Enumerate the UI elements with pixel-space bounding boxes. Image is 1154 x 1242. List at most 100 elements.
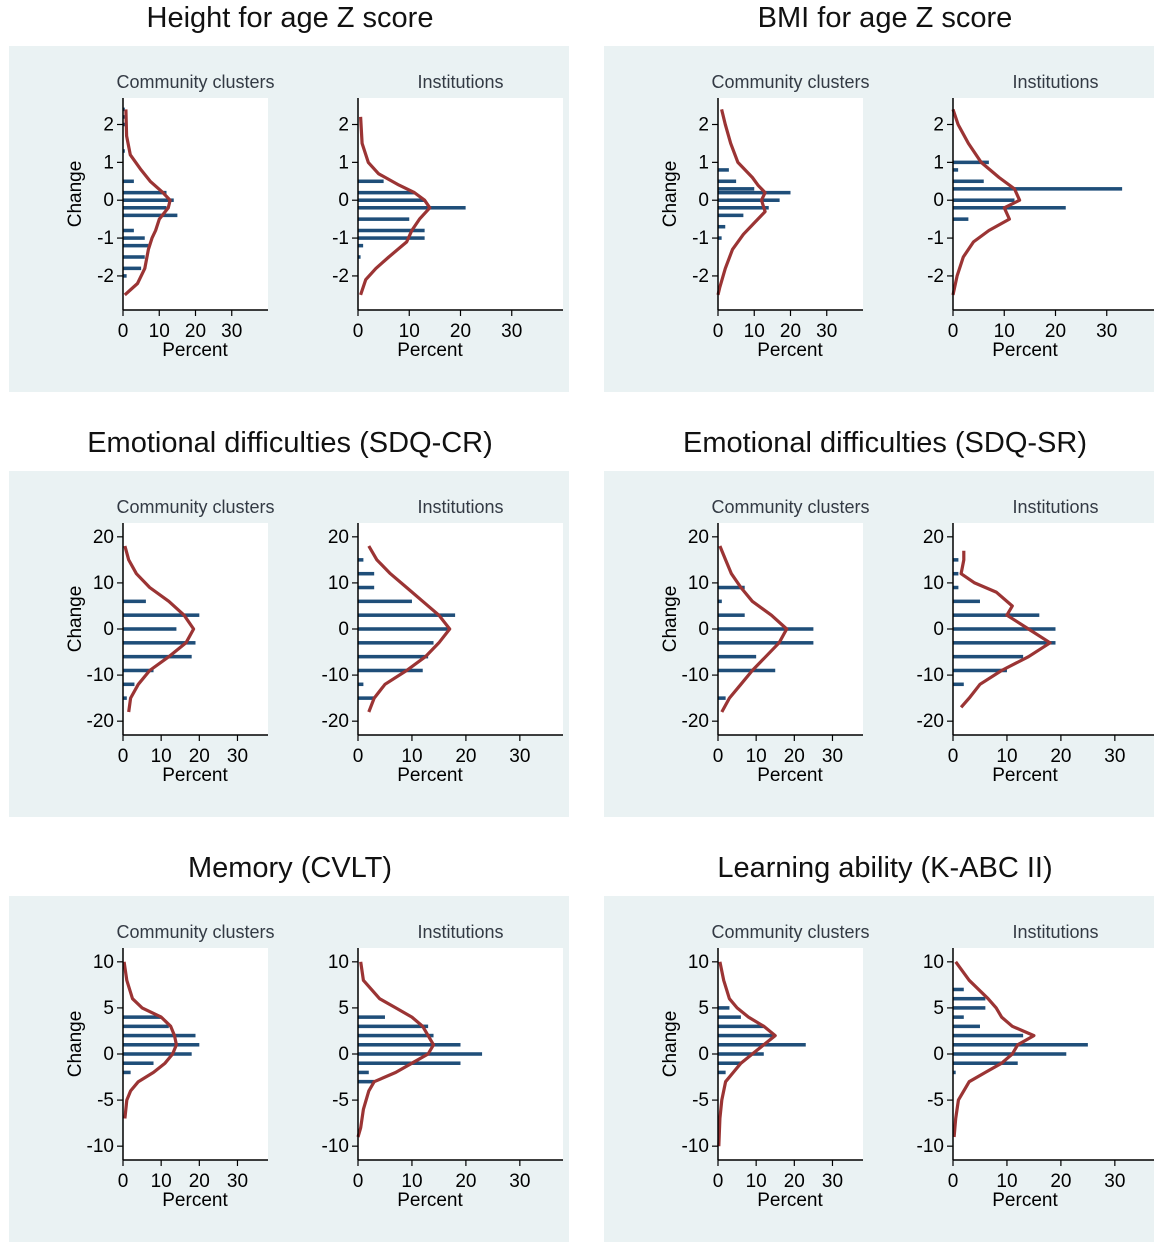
histogram-bar <box>358 228 425 233</box>
histogram-bar <box>718 179 737 184</box>
x-tick-label: 10 <box>401 746 422 767</box>
histogram-bar <box>718 585 745 590</box>
subplot-label: Institutions <box>417 922 503 942</box>
y-tick-label: 2 <box>698 115 709 136</box>
y-axis-title: Change <box>660 586 681 653</box>
density-curve <box>717 961 777 1147</box>
y-tick-label: -1 <box>332 228 349 249</box>
histogram-bar <box>358 190 415 195</box>
plot-area <box>123 98 268 310</box>
histogram-bar <box>358 599 412 604</box>
histogram-bar <box>953 613 1040 617</box>
y-tick-label: -1 <box>97 228 114 249</box>
y-tick-label: 0 <box>103 1044 114 1065</box>
x-tick-label: 0 <box>713 321 724 342</box>
histogram-bar <box>718 641 814 645</box>
histogram-bar <box>123 255 145 259</box>
histogram-bar <box>123 696 127 700</box>
chart-title: Emotional difficulties (SDQ-CR) <box>87 427 493 459</box>
histogram-bar <box>358 1024 429 1029</box>
subplot-label: Institutions <box>417 497 503 517</box>
histogram-bar <box>123 1024 169 1029</box>
y-tick-label: 0 <box>698 190 709 211</box>
density-curve <box>367 545 452 713</box>
histogram-bar <box>358 696 375 700</box>
plot-area <box>953 98 1154 310</box>
x-axis-title: Percent <box>757 1190 823 1211</box>
y-tick-label: 0 <box>103 619 114 640</box>
y-tick-label: 20 <box>688 527 709 548</box>
histogram-bar <box>123 682 135 687</box>
subplot-label: Community clusters <box>711 497 869 517</box>
subplot-label: Institutions <box>1012 497 1098 517</box>
y-tick-label: -2 <box>692 266 709 287</box>
x-axis-title: Percent <box>757 340 823 361</box>
histogram-bar <box>358 654 429 659</box>
histogram-bar <box>358 179 384 184</box>
histogram-bar <box>953 187 1123 191</box>
y-tick-label: 10 <box>93 573 114 594</box>
histogram-bar <box>953 179 984 184</box>
subplot-label: Community clusters <box>711 922 869 942</box>
y-tick-label: 10 <box>688 573 709 594</box>
x-tick-label: 30 <box>227 746 248 767</box>
histogram-bar <box>123 198 174 202</box>
x-tick-label: 20 <box>1050 1171 1071 1192</box>
histogram-bar <box>718 190 791 195</box>
histogram-bar <box>123 228 134 233</box>
histogram-bar <box>358 243 364 248</box>
histogram-bar <box>953 585 959 590</box>
histogram-bar <box>358 255 361 259</box>
density-curve <box>123 109 172 297</box>
histogram-bar <box>123 1070 131 1075</box>
subplot-label: Community clusters <box>116 922 274 942</box>
histogram-bar <box>358 1052 483 1056</box>
y-tick-label: 5 <box>338 998 349 1019</box>
x-axis-title: Percent <box>162 1190 228 1211</box>
x-tick-label: 30 <box>822 1171 843 1192</box>
x-tick-label: 20 <box>784 746 805 767</box>
histogram-bar <box>123 668 154 673</box>
histogram-bar <box>358 682 364 687</box>
histogram-bar <box>953 1006 986 1010</box>
histogram-bar <box>123 654 192 659</box>
x-tick-label: 10 <box>399 321 420 342</box>
x-tick-label: 20 <box>1045 321 1066 342</box>
histogram-bar <box>123 179 134 184</box>
histogram-bar <box>358 206 466 210</box>
y-tick-label: -5 <box>692 1090 709 1111</box>
histogram-bar <box>718 1052 764 1056</box>
y-tick-label: -2 <box>927 266 944 287</box>
y-tick-label: 2 <box>933 115 944 136</box>
histogram-bar <box>953 1033 1024 1038</box>
histogram-bar <box>358 627 450 631</box>
density-curve <box>123 545 196 713</box>
x-axis-title: Percent <box>162 765 228 786</box>
x-tick-label: 0 <box>948 321 959 342</box>
histogram-bar <box>358 1015 385 1019</box>
histogram-bar <box>953 682 964 687</box>
subplot-label: Community clusters <box>116 72 274 92</box>
x-tick-label: 30 <box>1104 1171 1125 1192</box>
y-tick-label: -2 <box>97 266 114 287</box>
y-tick-label: -10 <box>87 1136 114 1157</box>
x-tick-label: 20 <box>185 321 206 342</box>
histogram-bar <box>358 198 425 202</box>
x-tick-label: 0 <box>713 1171 724 1192</box>
x-tick-label: 30 <box>227 1171 248 1192</box>
y-axis-title: Change <box>65 161 86 228</box>
y-axis-title: Change <box>65 586 86 653</box>
y-tick-label: 5 <box>103 998 114 1019</box>
x-tick-label: 10 <box>996 746 1017 767</box>
x-tick-label: 10 <box>151 746 172 767</box>
y-tick-label: 0 <box>338 1044 349 1065</box>
y-tick-label: 10 <box>93 952 114 973</box>
y-tick-label: 5 <box>698 998 709 1019</box>
subplot-label: Community clusters <box>711 72 869 92</box>
x-tick-label: 10 <box>744 321 765 342</box>
histogram-bar <box>953 217 969 221</box>
density-curve <box>359 116 432 296</box>
